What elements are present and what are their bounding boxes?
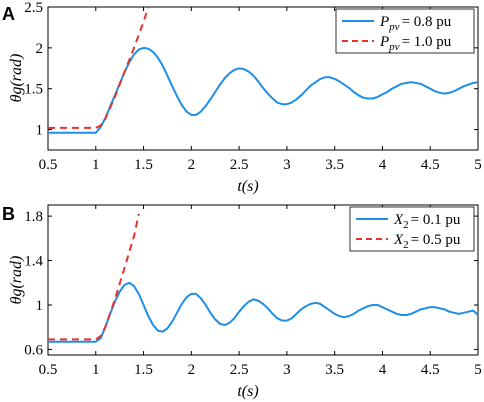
legend-entry-b-1: X2 = 0.5 pu [393,232,461,251]
series-line-a-0 [48,46,479,134]
y-tick-label: 1.8 [24,209,43,225]
x-tick-label: 4.5 [421,157,440,173]
x-tick-label: 5 [474,157,482,173]
series-line-a-1 [48,6,150,129]
x-tick-label: 3 [283,157,291,173]
x-axis-label-b: t(s) [237,383,258,400]
y-tick-label: 1.5 [24,82,43,98]
x-tick-label: 2.5 [230,157,249,173]
x-ticks-a: 0.5 1 1.5 2 2.5 3 3.5 4 4.5 5 [39,7,482,173]
legend-b: X2 = 0.1 pu X2 = 0.5 pu [349,206,475,252]
y-axis-label-a: θg(rad) [8,54,25,103]
x-tick-label: 1.5 [134,362,153,378]
x-tick-label: 1 [92,157,100,173]
y-tick-label: 0.6 [24,342,43,358]
series-line-b-1 [48,213,140,341]
y-tick-label: 2 [36,41,44,57]
chart-panel-a: A 0.5 1 1.5 2 2.5 3 3.5 4 4.5 5 1 1.5 2 2.5 t(s) θg(… [2,0,482,195]
x-tick-label: 2.5 [230,362,249,378]
x-tick-label: 3 [283,362,291,378]
x-tick-label: 4 [379,157,387,173]
x-tick-label: 1.5 [134,157,153,173]
y-axis-label-b: θg(rad) [8,256,25,305]
x-axis-label-a: t(s) [237,178,258,195]
x-tick-label: 0.5 [39,157,58,173]
legend-box-a [335,8,475,54]
legend-a: Ppv = 0.8 pu Ppv = 1.0 pu [335,8,475,54]
y-ticks-a: 1 1.5 2 2.5 [24,0,478,139]
series-lines-b [48,213,479,343]
series-line-b-0 [48,281,479,343]
legend-entry-b-0: X2 = 0.1 pu [393,212,461,231]
y-tick-label: 1 [36,298,44,314]
y-tick-label: 1.4 [24,254,43,270]
x-tick-label: 3.5 [325,362,344,378]
y-tick-label: 2.5 [24,0,43,16]
x-tick-label: 1 [92,362,100,378]
plot-frame-a [47,6,479,151]
series-lines-a [48,6,479,134]
x-tick-label: 4 [379,362,387,378]
x-ticks-b: 0.5 1 1.5 2 2.5 3 3.5 4 4.5 5 [39,205,482,378]
x-tick-label: 4.5 [421,362,440,378]
x-tick-label: 3.5 [325,157,344,173]
chart-panel-b: B 0.5 1 1.5 2 2.5 3 3.5 4 4.5 5 0.6 1 1.4 1.8 t(s) θ… [2,204,482,400]
y-tick-label: 1 [36,123,44,139]
x-tick-label: 5 [474,362,482,378]
x-tick-label: 2 [188,362,196,378]
panel-label-b: B [2,204,15,224]
x-tick-label: 2 [188,157,196,173]
legend-entry-a-0: Ppv = 0.8 pu [379,14,452,33]
y-ticks-b: 0.6 1 1.4 1.8 [24,209,478,358]
legend-entry-a-1: Ppv = 1.0 pu [379,34,452,53]
panel-label-a: A [2,4,15,24]
legend-box-b [349,206,475,252]
plot-frame-b [47,204,479,356]
x-tick-label: 0.5 [39,362,58,378]
